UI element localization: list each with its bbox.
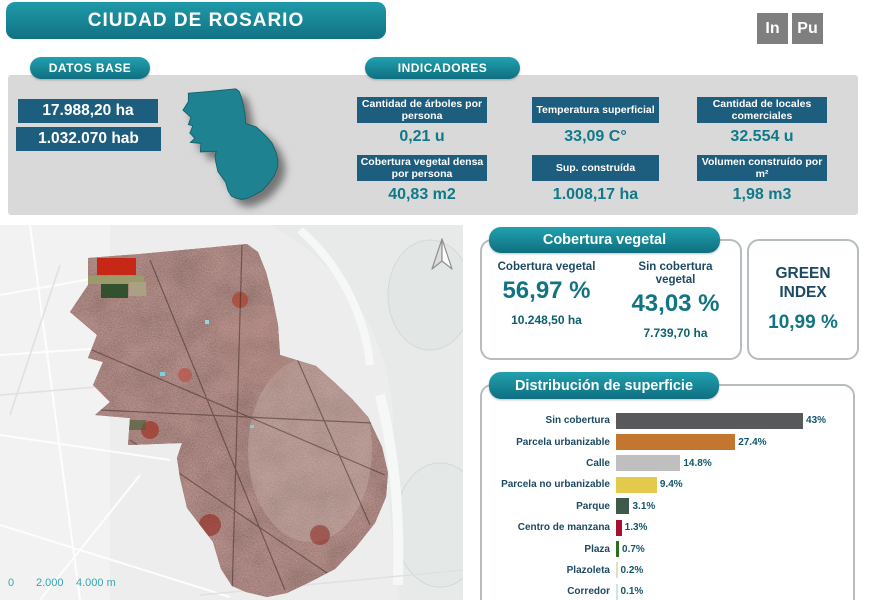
bar-value: 43%: [806, 415, 827, 427]
bar-value: 0.1%: [620, 586, 644, 598]
bar: [616, 412, 804, 429]
bar-label: Calle: [586, 457, 610, 469]
satellite-map[interactable]: 0 2.000 4.000 m: [0, 225, 463, 600]
bar-label: Parque: [576, 500, 610, 512]
indicator-label: Cantidad de locales comerciales: [697, 97, 827, 123]
bar: [616, 434, 736, 451]
bar-value: 0.7%: [622, 543, 645, 555]
publication-button[interactable]: Pu: [792, 13, 823, 44]
indicator-value: 1,98 m3: [732, 186, 792, 203]
bar-label: Corredor: [567, 586, 610, 598]
distribucion-header: Distribución de superficie: [489, 372, 719, 399]
bar-label: Sin cobertura: [545, 415, 610, 427]
chart-bar-row: Parcela urbanizable 27.4%: [482, 431, 853, 452]
cobertura-label: Cobertura vegetal: [497, 261, 596, 273]
indicator-value: 32.554 u: [730, 128, 794, 145]
scale-start: 0: [8, 577, 15, 589]
bar-label: Plaza: [584, 543, 610, 555]
surface-chart-card: Sin cobertura 43% Parcela urbanizable 27…: [480, 384, 855, 600]
chart-bar-row: Calle 14.8%: [482, 453, 853, 474]
cobertura-label: Sin cobertura vegetal: [638, 261, 713, 287]
bar-value: 9.4%: [659, 479, 683, 491]
indicadores-header: INDICADORES: [365, 57, 520, 79]
chart-bar-row: Plazoleta 0.2%: [482, 560, 853, 581]
population-stat: 1.032.070 hab: [16, 127, 161, 151]
indicator-label: Cantidad de árboles por persona: [357, 97, 487, 123]
bar-value: 27.4%: [738, 436, 767, 448]
chart-bar-row: Centro de manzana 1.3%: [482, 517, 853, 538]
cobertura-pct: 43,03 %: [631, 290, 720, 318]
bar: [616, 476, 657, 493]
green-index-label: GREEN INDEX: [775, 265, 831, 301]
bar: [616, 519, 622, 536]
indicator-column-2: Temperatura superficial 33,09 C° Sup. co…: [532, 97, 659, 207]
green-index-value: 10,99 %: [768, 311, 838, 333]
scale-mid: 2.000: [36, 577, 64, 589]
bar: [616, 562, 618, 579]
bar: [616, 583, 618, 600]
indicator-label: Volumen construído por m²: [697, 155, 827, 181]
indicator-column-3: Cantidad de locales comerciales 32.554 u…: [697, 97, 827, 207]
bar-label: Plazoleta: [566, 564, 610, 576]
bar: [616, 455, 681, 472]
city-silhouette-icon: [182, 88, 279, 200]
indicator-value: 1.008,17 ha: [552, 186, 639, 203]
datos-base-header: DATOS BASE: [30, 57, 150, 79]
map-scale-bar: 0 2.000 4.000 m: [0, 577, 200, 593]
map-canvas: [0, 225, 463, 600]
sin-cobertura-column: Sin cobertura vegetal 43,03 % 7.739,70 h…: [611, 261, 740, 340]
page-title: CIUDAD DE ROSARIO: [6, 2, 386, 39]
linkedin-button[interactable]: In: [757, 13, 788, 44]
scale-end: 4.000 m: [76, 577, 116, 589]
indicator-label: Sup. construída: [532, 155, 659, 181]
bar-label: Parcela no urbanizable: [501, 479, 610, 491]
bar-value: 0.2%: [620, 564, 644, 576]
cobertura-column: Cobertura vegetal 56,97 % 10.248,50 ha: [482, 261, 611, 340]
page-title-text: CIUDAD DE ROSARIO: [87, 9, 305, 31]
indicator-value: 0,21 u: [399, 128, 445, 145]
bar-value: 1.3%: [624, 522, 648, 534]
cobertura-header: Cobertura vegetal: [489, 227, 720, 253]
indicator-value: 33,09 C°: [564, 128, 627, 145]
bar-label: Centro de manzana: [517, 522, 610, 534]
indicator-value: 40,83 m2: [388, 186, 456, 203]
bar: [616, 541, 620, 558]
cobertura-ha: 10.248,50 ha: [511, 313, 582, 328]
cobertura-ha: 7.739,70 ha: [643, 326, 708, 341]
chart-bar-row: Parque 3.1%: [482, 496, 853, 517]
chart-bar-row: Corredor 0.1%: [482, 581, 853, 600]
indicator-label: Temperatura superficial: [532, 97, 659, 123]
surface-chart: Sin cobertura 43% Parcela urbanizable 27…: [482, 410, 853, 600]
north-arrow-icon: [431, 238, 453, 270]
bar: [616, 498, 630, 515]
chart-bar-row: Sin cobertura 43%: [482, 410, 853, 431]
green-index-card: GREEN INDEX 10,99 %: [747, 239, 859, 360]
bar-value: 14.8%: [683, 457, 712, 469]
bar-value: 3.1%: [632, 500, 656, 512]
chart-bar-row: Plaza 0.7%: [482, 538, 853, 559]
social-links: In Pu: [757, 13, 823, 44]
chart-bar-row: Parcela no urbanizable 9.4%: [482, 474, 853, 495]
indicator-label: Cobertura vegetal densa por persona: [357, 155, 487, 181]
bar-label: Parcela urbanizable: [516, 436, 610, 448]
cobertura-card: Cobertura vegetal 56,97 % 10.248,50 ha S…: [480, 239, 742, 360]
cobertura-pct: 56,97 %: [502, 277, 591, 305]
indicator-column-1: Cantidad de árboles por persona 0,21 u C…: [357, 97, 487, 207]
area-stat: 17.988,20 ha: [18, 99, 158, 123]
